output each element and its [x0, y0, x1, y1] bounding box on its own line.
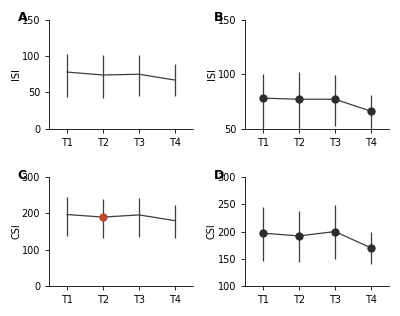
- Y-axis label: CSI: CSI: [11, 224, 21, 240]
- Y-axis label: ISI: ISI: [207, 68, 217, 80]
- Text: A: A: [18, 11, 27, 24]
- Text: D: D: [214, 168, 224, 182]
- Text: C: C: [18, 168, 27, 182]
- Text: B: B: [214, 11, 223, 24]
- Y-axis label: CSI: CSI: [207, 224, 217, 240]
- Y-axis label: ISI: ISI: [11, 68, 21, 80]
